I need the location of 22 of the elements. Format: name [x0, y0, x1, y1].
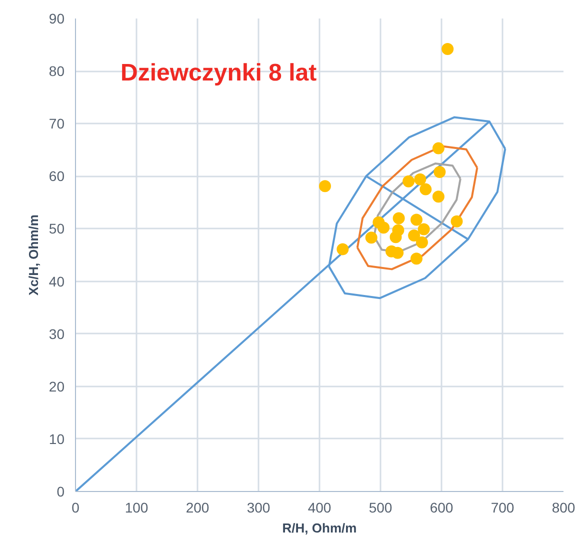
x-tick-label: 700: [490, 500, 514, 516]
x-tick-label: 200: [186, 500, 210, 516]
x-tick-label: 500: [368, 500, 392, 516]
annotation: Dziewczynki 8 lat: [120, 60, 317, 86]
y-tick-label: 10: [48, 430, 65, 447]
x-axis-title: R/H, Ohm/m: [282, 520, 357, 536]
x-tick-label: 0: [72, 500, 80, 516]
x-tick-label: 800: [552, 500, 576, 516]
y-axis-title: Xc/H, Ohm/m: [26, 214, 41, 296]
x-tick-label: 100: [124, 500, 148, 516]
x-tick-label: 400: [308, 500, 332, 516]
y-tick-label: 40: [48, 273, 65, 290]
y-tick-label: 90: [48, 10, 65, 26]
y-tick-label: 60: [48, 168, 65, 184]
y-tick-label: 0: [56, 484, 65, 500]
y-tick-label: 70: [48, 116, 65, 132]
y-tick-label: 50: [48, 220, 65, 237]
x-tick-label: 600: [430, 500, 454, 516]
y-tick-label: 30: [48, 326, 65, 342]
y-tick-label: 80: [48, 63, 65, 80]
y-tick-label: 20: [48, 378, 65, 394]
x-tick-label: 300: [246, 500, 270, 516]
